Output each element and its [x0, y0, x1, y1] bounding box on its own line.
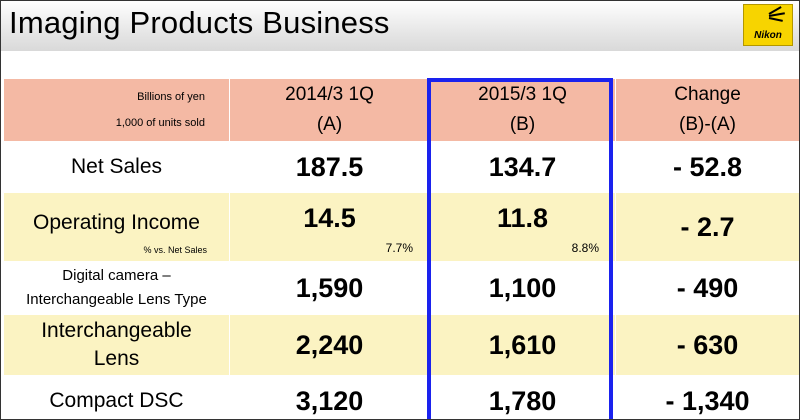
col-change-title: Change	[674, 84, 741, 105]
nikon-logo: Nikon	[743, 4, 793, 46]
margin-b: 8.8%	[571, 241, 599, 255]
value-a: 14.5	[303, 203, 356, 233]
value-b: 1,610	[488, 329, 557, 360]
table-row-compact-dsc: Compact DSC 3,120 1,780 - 1,340	[3, 375, 799, 419]
logo-text: Nikon	[754, 30, 782, 41]
unit-cell: Billions of yen 1,000 of units sold	[3, 78, 230, 142]
value-b: 11.8	[496, 203, 549, 233]
table-row-digital-camera: Digital camera – Interchangeable Lens Ty…	[3, 261, 799, 315]
col-a-tag: (A)	[316, 114, 343, 135]
col-change-header: Change (B)-(A)	[615, 78, 799, 142]
logo-ray	[768, 17, 783, 22]
unit-yen: Billions of yen	[137, 91, 205, 103]
col-a-header: 2014/3 1Q (A)	[229, 78, 430, 142]
value-a: 187.5	[295, 151, 364, 182]
table-row-net-sales: Net Sales 187.5 134.7 - 52.8	[3, 141, 799, 193]
table-row-interchangeable-lens: Interchangeable Lens 2,240 1,610 - 630	[3, 314, 799, 376]
value-a: 1,590	[295, 272, 364, 303]
value-change: - 490	[676, 272, 739, 303]
col-b-tag: (B)	[509, 114, 536, 135]
results-table: Billions of yen 1,000 of units sold 2014…	[3, 78, 799, 419]
page-title: Imaging Products Business	[9, 5, 390, 40]
value-b: 134.7	[488, 151, 557, 182]
col-b-period: 2015/3 1Q	[478, 84, 567, 105]
row-label-line1: Interchangeable	[41, 319, 192, 342]
row-label-line2: Interchangeable Lens Type	[26, 291, 207, 308]
unit-units: 1,000 of units sold	[115, 117, 205, 129]
value-change: - 630	[676, 329, 739, 360]
table-row-operating-income: Operating Income % vs. Net Sales 14.5 7.…	[3, 192, 799, 262]
title-bar: Imaging Products Business Nikon	[1, 1, 799, 51]
row-note: % vs. Net Sales	[143, 245, 207, 255]
value-a: 2,240	[295, 329, 364, 360]
value-change: - 2.7	[680, 211, 735, 242]
value-b: 1,100	[488, 272, 557, 303]
col-b-header: 2015/3 1Q (B)	[429, 78, 616, 142]
value-b: 1,780	[488, 385, 557, 416]
row-label: Net Sales	[70, 155, 163, 178]
table-header-row: Billions of yen 1,000 of units sold 2014…	[3, 78, 799, 142]
value-change: - 52.8	[672, 151, 743, 182]
row-label-line2: Lens	[93, 347, 140, 370]
value-change: - 1,340	[665, 385, 750, 416]
row-label: Operating Income	[33, 211, 200, 234]
row-label: Compact DSC	[49, 389, 184, 412]
value-a: 3,120	[295, 385, 364, 416]
col-a-period: 2014/3 1Q	[285, 84, 374, 105]
margin-a: 7.7%	[385, 241, 413, 255]
row-label-line1: Digital camera –	[62, 267, 171, 284]
col-change-formula: (B)-(A)	[679, 114, 736, 135]
